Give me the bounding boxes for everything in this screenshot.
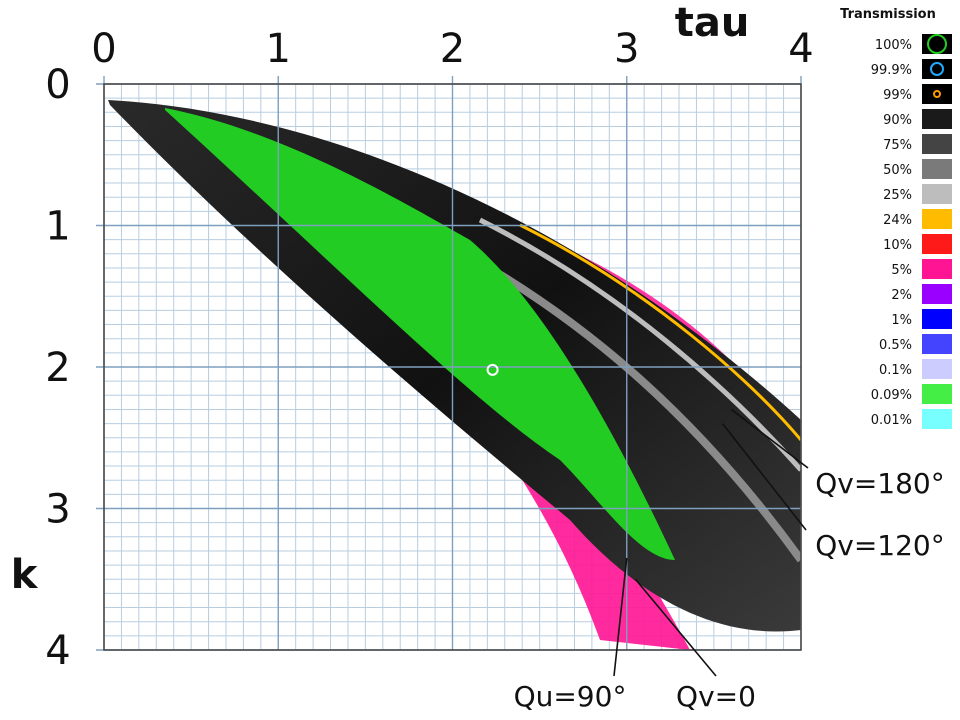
legend-swatch-bg (922, 34, 952, 54)
markers (486, 363, 499, 376)
legend-swatch (922, 309, 952, 329)
legend-entry-label: 0.01% (871, 413, 912, 428)
legend-entry-label: 25% (883, 188, 912, 203)
legend-swatch (922, 134, 952, 154)
callout-leader-line (613, 557, 628, 677)
region-24pct-stripe (519, 223, 801, 441)
legend-swatch (922, 334, 952, 354)
legend-swatch (922, 259, 952, 279)
region-25pct-stripe (478, 217, 801, 472)
y-tick-label: 2 (45, 345, 70, 391)
y-axis-title: k (11, 552, 39, 598)
callout-label: Qv=0 (676, 680, 756, 713)
y-tick-label: 1 (45, 204, 70, 250)
y-tick-label: 0 (45, 62, 70, 108)
legend-ring-icon (930, 62, 944, 76)
y-tick-label: 3 (45, 487, 70, 533)
x-tick-label: 3 (614, 26, 639, 72)
legend-entry-label: 24% (883, 213, 912, 228)
legend-swatch (922, 284, 952, 304)
legend-entry-label: 99.9% (871, 63, 912, 78)
legend-entry-label: 0.1% (879, 363, 912, 378)
legend-entry-label: 5% (891, 263, 912, 278)
x-tick-labels: 0 1 2 3 4 (91, 26, 813, 72)
legend-entry-label: 2% (891, 288, 912, 303)
legend-swatch-bg (922, 59, 952, 79)
legend-entry-label: 90% (883, 113, 912, 128)
callout-leader-line (730, 408, 809, 469)
callout-label: Qv=120° (815, 529, 945, 562)
y-tick-labels: 0 1 2 3 4 (45, 62, 70, 674)
x-axis-title: tau (675, 0, 750, 46)
callout-label: Qu=90° (514, 680, 627, 713)
x-tick-label: 4 (788, 26, 813, 72)
legend-swatch (922, 184, 952, 204)
legend-entry-label: 50% (883, 163, 912, 178)
legend-entry-label: 10% (883, 238, 912, 253)
callouts: Qv=180° Qv=120° Qu=90° Qv=0 (514, 408, 945, 713)
legend-entry-label: 0.5% (879, 338, 912, 353)
region-5pct-outer (240, 175, 690, 650)
legend-entry-label: 99% (883, 88, 912, 103)
peak-marker (486, 363, 499, 376)
legend-swatch-bg (922, 84, 952, 104)
plot-border (103, 83, 802, 651)
legend-swatch (922, 209, 952, 229)
legend-entry-label: 1% (891, 313, 912, 328)
legend-ring-icon (933, 90, 941, 98)
y-tick-label: 4 (45, 628, 70, 674)
legend-swatch (922, 234, 952, 254)
legend-entry-label: 75% (883, 138, 912, 153)
legend-swatch (922, 359, 952, 379)
callout-label: Qv=180° (815, 467, 945, 500)
heat-regions (108, 100, 801, 650)
legend-swatch (922, 384, 952, 404)
x-tick-label: 0 (91, 26, 116, 72)
legend-entry-label: 100% (875, 38, 912, 53)
legend-title: Transmission (840, 7, 936, 22)
callout-leader-line (634, 578, 717, 677)
legend-ring-icon (927, 34, 947, 54)
legend-entry-label: 0.09% (871, 388, 912, 403)
callout-leader-line (721, 423, 807, 531)
legend-swatch (922, 409, 952, 429)
legend: Transmission 100% 99.9% 99% 90% 75% 50% 25% 24%… (840, 7, 952, 429)
x-tick-label: 1 (266, 26, 291, 72)
x-tick-label: 2 (440, 26, 465, 72)
region-green (165, 108, 675, 560)
legend-swatch (922, 159, 952, 179)
legend-swatch (922, 109, 952, 129)
